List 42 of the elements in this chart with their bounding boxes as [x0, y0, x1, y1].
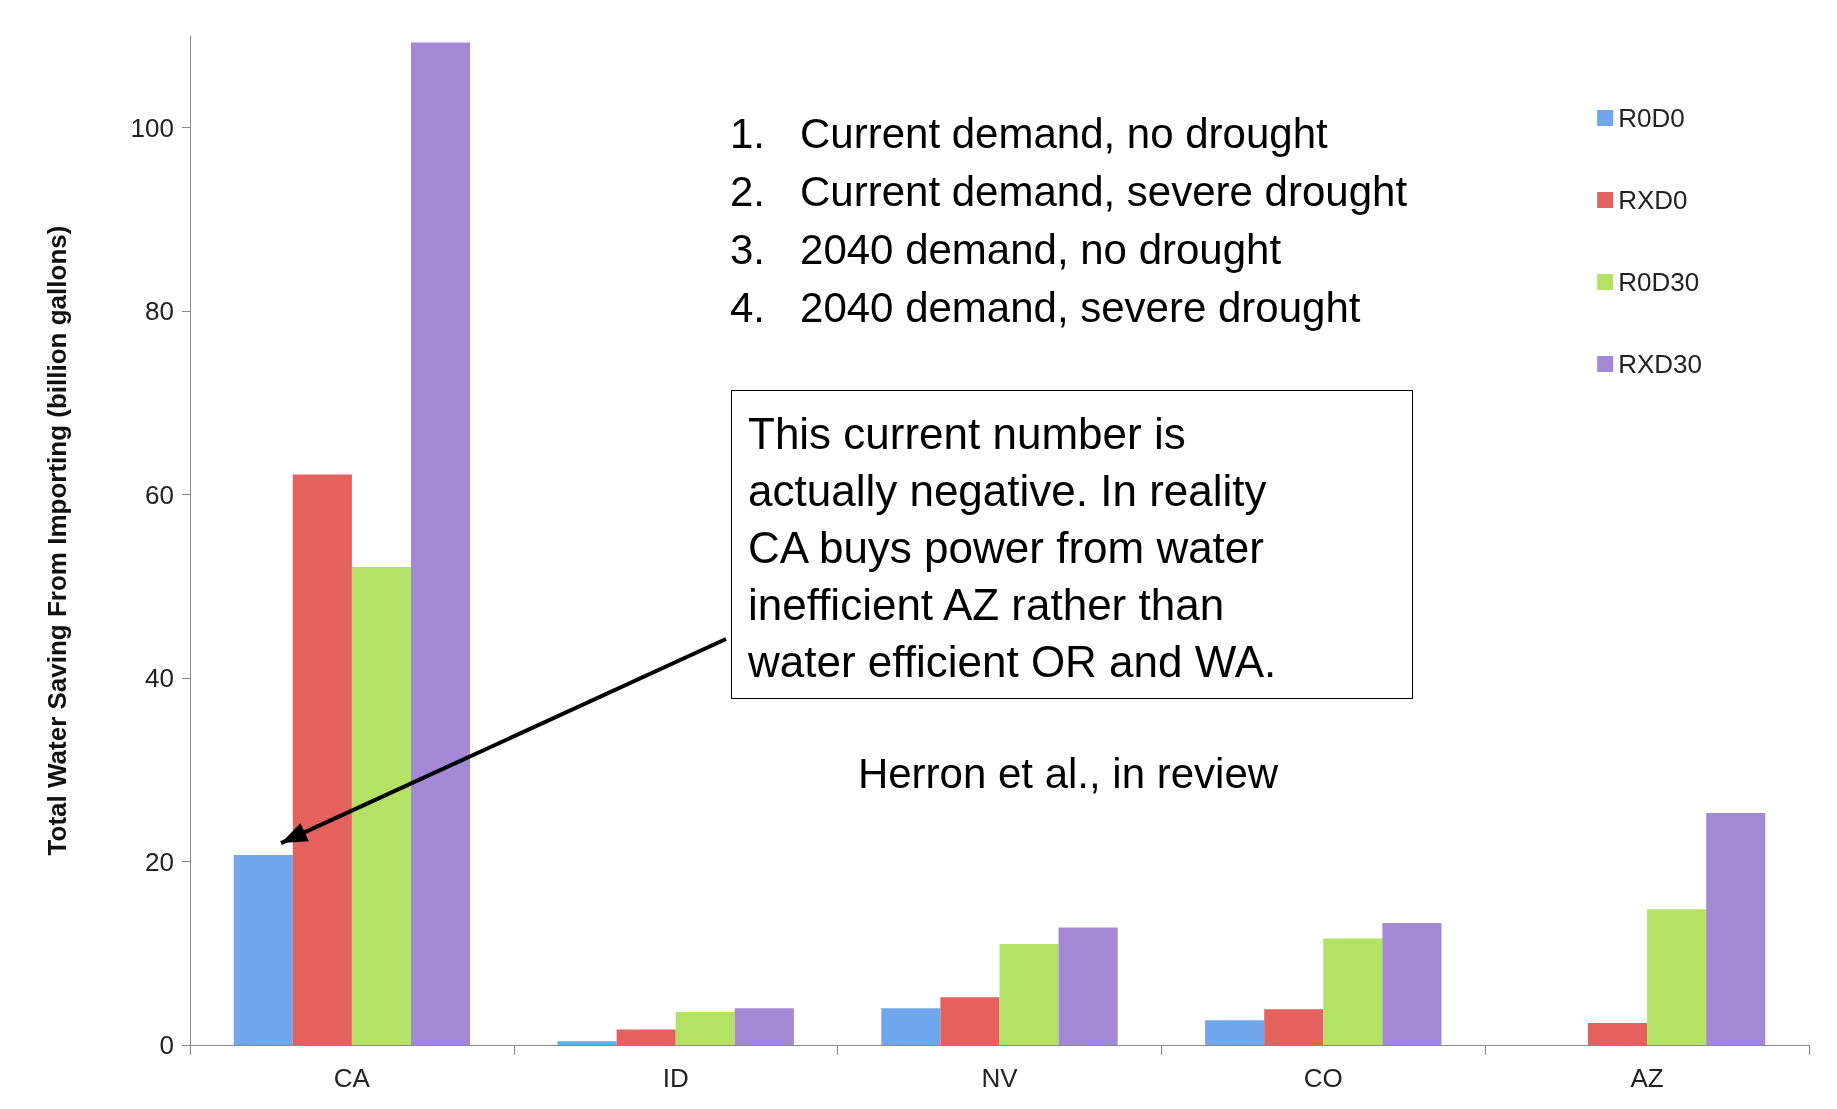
y-tick-label: 80	[145, 296, 174, 327]
bar	[557, 1041, 617, 1045]
y-tick-label: 100	[130, 112, 174, 143]
bar	[616, 1029, 676, 1045]
callout-box: This current number is actually negative. In reality CA buys power from water inefficient AZ rather than water efficient OR and WA.	[731, 390, 1413, 699]
bar	[1588, 1022, 1648, 1045]
y-axis-title: Total Water Saving From Importing (billion gallons)	[42, 225, 72, 856]
x-tick-label: ID	[662, 1063, 689, 1093]
x-tick-label: AZ	[1630, 1063, 1664, 1093]
bar	[351, 567, 411, 1045]
bar	[233, 855, 293, 1045]
y-tick-label: 20	[145, 846, 174, 877]
annotation: This current number is actually negative. In reality CA buys power from water inefficient AZ rather than water efficient OR and WA.	[748, 408, 1278, 688]
bar	[1205, 1020, 1265, 1045]
y-tick-label: 0	[159, 1030, 174, 1060]
bar	[999, 944, 1059, 1045]
annotation: 4. 2040 demand, severe drought	[730, 283, 1361, 331]
annotation: 2. Current demand, severe drought	[730, 167, 1408, 215]
bar	[1264, 1009, 1324, 1045]
bar	[1058, 927, 1118, 1045]
bar	[675, 1011, 735, 1045]
bar	[410, 42, 471, 1045]
annotation: Herron et al., in review	[857, 749, 1279, 797]
bar	[292, 474, 352, 1045]
x-tick-label: NV	[981, 1063, 1019, 1093]
legend-label: RXD30	[1618, 349, 1703, 379]
y-tick-label: 60	[145, 479, 174, 510]
y-tick-label: 40	[145, 663, 174, 694]
bar	[940, 997, 1000, 1045]
x-tick-label: CA	[333, 1063, 371, 1093]
x-tick-label: CO	[1303, 1063, 1343, 1093]
legend-label: R0D0	[1618, 103, 1685, 133]
bar	[734, 1008, 794, 1045]
bar	[1706, 812, 1766, 1045]
annotation: 1. Current demand, no drought	[730, 109, 1329, 157]
legend-label: R0D30	[1618, 267, 1700, 297]
bar	[1647, 909, 1707, 1045]
bar	[1323, 938, 1383, 1045]
bar	[881, 1008, 941, 1045]
bar	[1382, 923, 1442, 1045]
annotation: 3. 2040 demand, no drought	[730, 225, 1282, 273]
legend-label: RXD0	[1618, 185, 1688, 215]
